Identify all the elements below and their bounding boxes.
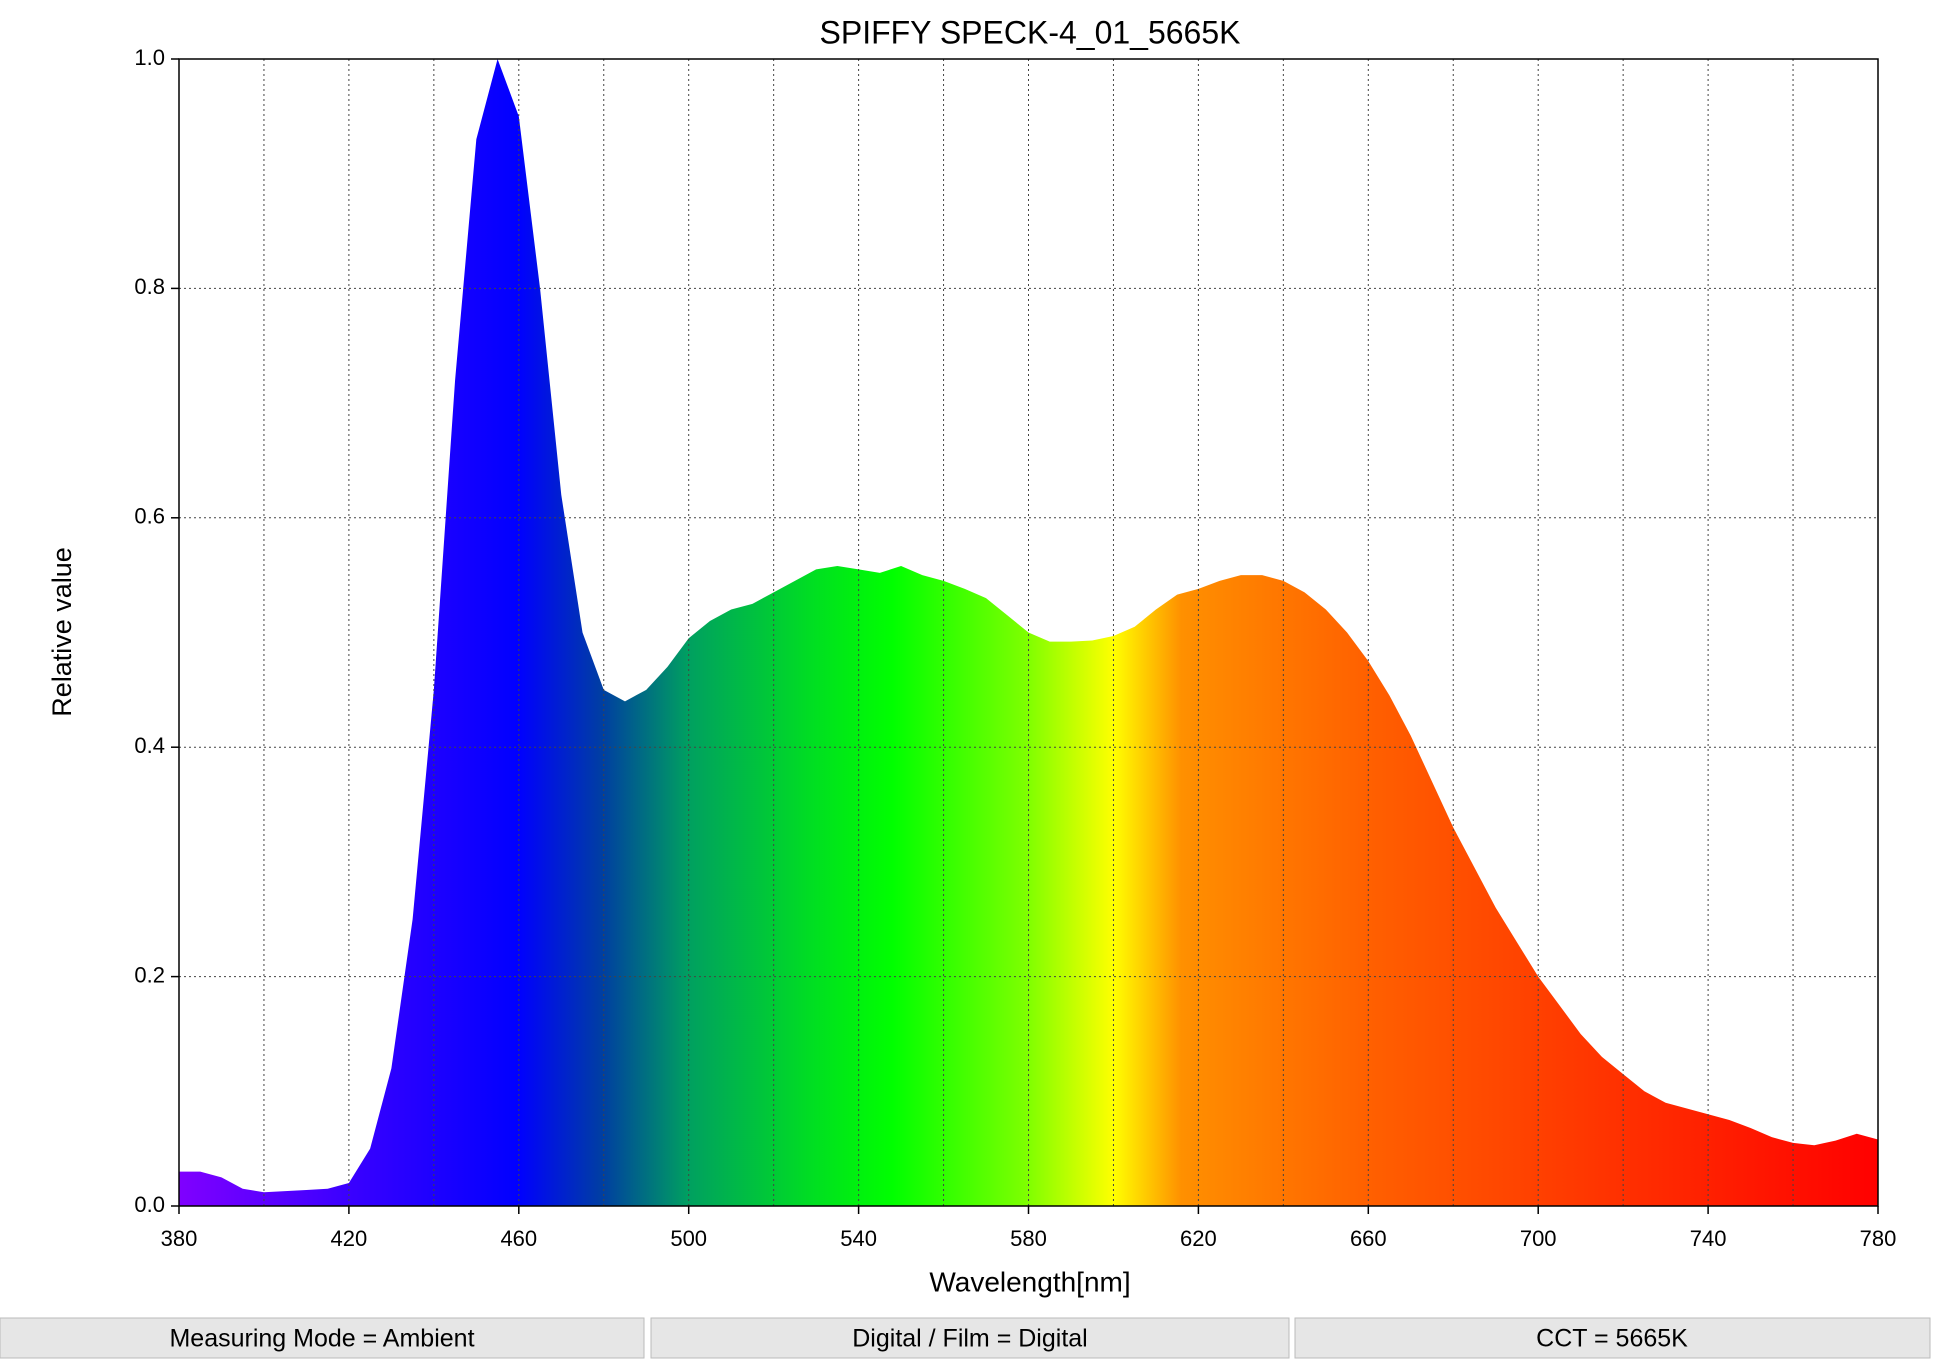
status-cell: [650, 1317, 1290, 1359]
status-text: Digital / Film = Digital: [852, 1325, 1087, 1353]
status-cell: [0, 1317, 645, 1359]
x-tick-label: 460: [500, 1226, 537, 1251]
x-tick-label: 500: [670, 1226, 707, 1251]
chart-title: SPIFFY SPECK-4_01_5665K: [820, 14, 1241, 50]
x-tick-label: 700: [1520, 1226, 1557, 1251]
status-bar: Measuring Mode = Ambient Digital / Film …: [0, 1317, 1931, 1359]
status-text: Measuring Mode = Ambient: [169, 1325, 474, 1353]
x-tick-label: 540: [840, 1226, 877, 1251]
plot-area: [178, 58, 1879, 1207]
x-axis-label: Wavelength[nm]: [929, 1266, 1130, 1297]
y-tick-label: 0.2: [134, 962, 165, 987]
y-tick-label: 0.6: [134, 504, 165, 529]
status-text: CCT = 5665K: [1536, 1325, 1688, 1353]
y-axis-label: Relative value: [47, 547, 77, 717]
x-tick-label: 420: [331, 1226, 368, 1251]
x-tick-label: 580: [1010, 1226, 1047, 1251]
y-tick-label: 1.0: [134, 45, 165, 70]
status-cell: [1294, 1317, 1931, 1359]
spectrum-area: [179, 59, 1878, 1206]
y-tick-label: 0.4: [134, 733, 165, 758]
x-tick-label: 660: [1350, 1226, 1387, 1251]
y-tick-label: 0.8: [134, 274, 165, 299]
y-tick-label: 0.0: [134, 1192, 165, 1217]
x-tick-label: 380: [161, 1226, 198, 1251]
x-tick-label: 620: [1180, 1226, 1217, 1251]
x-tick-label: 780: [1860, 1226, 1897, 1251]
x-tick-label: 740: [1690, 1226, 1727, 1251]
